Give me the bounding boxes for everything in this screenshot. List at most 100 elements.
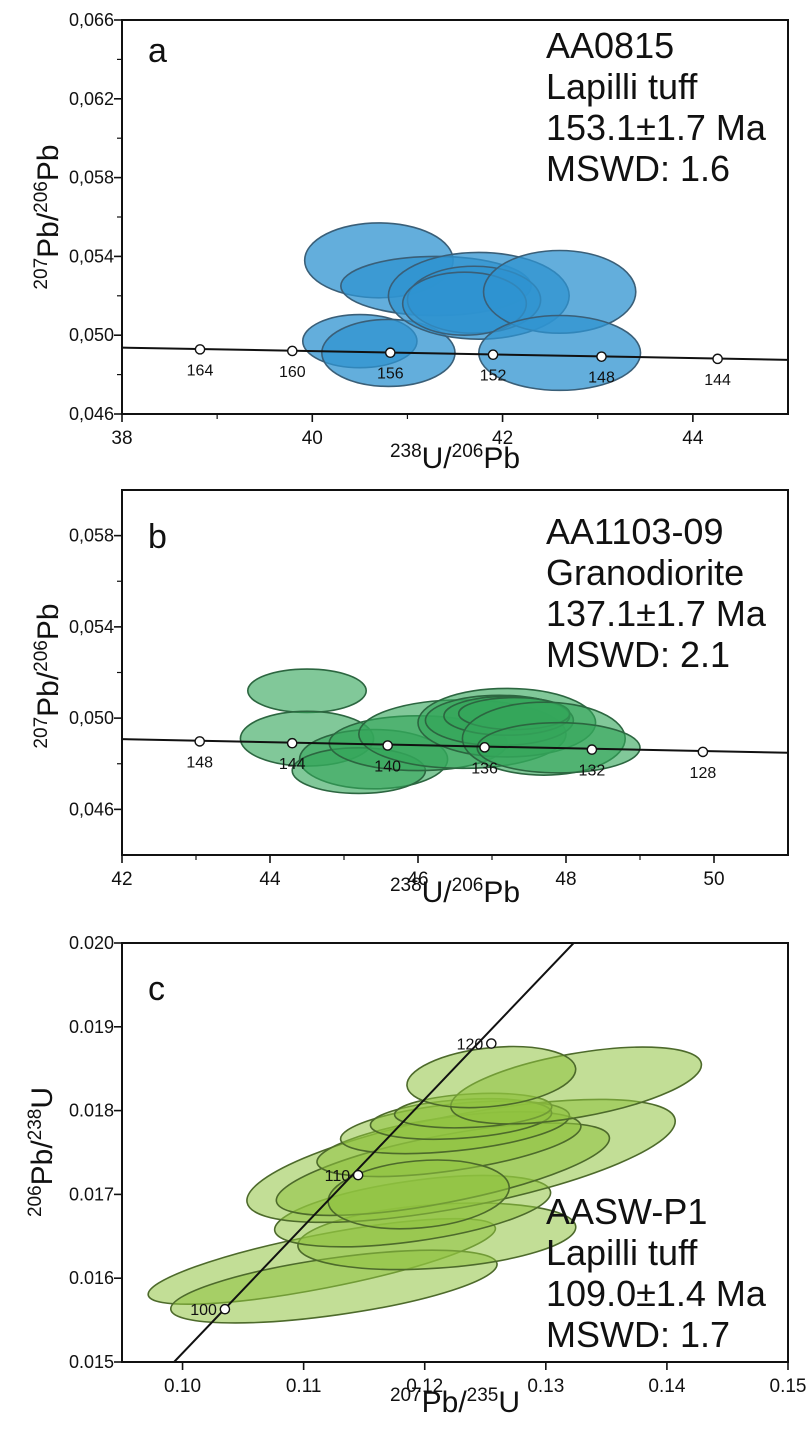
x-tick-label: 50 bbox=[703, 869, 724, 890]
concordia-age-point bbox=[596, 351, 607, 362]
y-tick-label: 0,058 bbox=[69, 168, 114, 188]
y-axis-label-superscript: 206 bbox=[31, 640, 52, 672]
x-tick-label: 38 bbox=[111, 428, 132, 449]
plot-area bbox=[122, 222, 788, 392]
concordia-age-point bbox=[219, 1303, 231, 1315]
panel-letter: a bbox=[148, 32, 167, 70]
y-tick-label: 0,050 bbox=[69, 708, 114, 728]
y-axis-label-text: Pb/ bbox=[26, 1140, 59, 1186]
y-tick-label: 0,066 bbox=[69, 10, 114, 30]
y-axis-label: 206Pb/238U bbox=[25, 1087, 59, 1217]
y-tick-label: 0.016 bbox=[69, 1268, 114, 1288]
y-axis-label-superscript: 238 bbox=[25, 1109, 46, 1141]
concordia-age-point bbox=[194, 344, 206, 355]
info-line: Granodiorite bbox=[546, 552, 744, 593]
error-ellipse bbox=[406, 1045, 577, 1109]
info-line: Lapilli tuff bbox=[546, 1232, 698, 1273]
concordia-age-label: 140 bbox=[374, 759, 401, 776]
panel-b: 148 144 140 136 132 128 0,046 0,050 0,054 0,058 42… bbox=[31, 489, 789, 909]
info-line: Lapilli tuff bbox=[546, 66, 698, 107]
y-tick-label: 0,054 bbox=[69, 246, 114, 266]
concordia-age-point bbox=[286, 737, 298, 749]
error-ellipse bbox=[477, 314, 642, 392]
x-axis-label-text: Pb bbox=[483, 442, 520, 475]
y-axis-label-superscript: 207 bbox=[31, 258, 52, 290]
concordia-curve bbox=[173, 943, 575, 1362]
concordia-age-point bbox=[697, 746, 709, 758]
x-axis-label: 238U/206Pb bbox=[390, 875, 520, 909]
x-tick-label: 42 bbox=[111, 869, 132, 890]
y-tick-label: 0,046 bbox=[69, 404, 114, 424]
x-axis-label-text: U/ bbox=[422, 442, 453, 475]
x-axis-label-text: U bbox=[498, 1386, 520, 1419]
x-axis-label-superscript: 207 bbox=[390, 1385, 422, 1406]
concordia-age-label: 164 bbox=[187, 362, 214, 379]
y-axis-label-superscript: 206 bbox=[25, 1185, 46, 1217]
y-axis-label-superscript: 207 bbox=[31, 717, 52, 749]
concordia-age-label: 144 bbox=[704, 372, 731, 389]
plot-frame bbox=[121, 942, 789, 1363]
x-tick-label: 44 bbox=[682, 428, 704, 449]
y-tick-label: 0,062 bbox=[69, 89, 114, 109]
concordia-age-label: 156 bbox=[377, 366, 404, 383]
x-axis-label-superscript: 235 bbox=[467, 1385, 499, 1406]
concordia-age-label: 136 bbox=[471, 760, 498, 777]
y-tick-label: 0.020 bbox=[69, 933, 114, 953]
x-axis-label-superscript: 238 bbox=[390, 875, 422, 896]
panel-a: 164 160 156 152 148 144 0,046 0,050 0,054 0,058 0,… bbox=[31, 10, 789, 475]
x-tick-label: 42 bbox=[492, 428, 513, 449]
plot-area bbox=[122, 668, 788, 795]
x-tick-label: 0.15 bbox=[770, 1376, 807, 1397]
concordia-age-label: 128 bbox=[690, 765, 717, 782]
concordia-age-point bbox=[194, 736, 205, 747]
x-tick-label: 0.14 bbox=[648, 1376, 685, 1397]
concordia-age-point bbox=[712, 353, 723, 365]
x-tick-label: 48 bbox=[555, 869, 576, 890]
concordia-age-point bbox=[382, 740, 393, 751]
error-ellipse bbox=[327, 1159, 510, 1230]
concordia-age-point bbox=[479, 742, 490, 753]
x-tick-label: 44 bbox=[259, 869, 281, 890]
concordia-age-point bbox=[385, 347, 396, 359]
y-tick-label: 0,054 bbox=[69, 617, 114, 637]
x-axis-label-text: Pb bbox=[483, 876, 520, 909]
info-line: 153.1±1.7 Ma bbox=[546, 107, 767, 148]
panel-letter: c bbox=[148, 970, 165, 1008]
info-line: AASW-P1 bbox=[546, 1191, 707, 1232]
concordia-age-point bbox=[352, 1169, 364, 1181]
info-line: 137.1±1.7 Ma bbox=[546, 593, 767, 634]
info-line: MSWD: 2.1 bbox=[546, 634, 730, 675]
panel-letter: b bbox=[148, 518, 167, 556]
x-tick-label: 40 bbox=[302, 428, 323, 449]
x-axis-label-text: Pb/ bbox=[422, 1386, 468, 1419]
y-axis-label-text: Pb/ bbox=[32, 671, 65, 717]
concordia-age-point bbox=[486, 1038, 497, 1049]
x-axis-label-superscript: 238 bbox=[390, 441, 422, 462]
y-tick-label: 0.019 bbox=[69, 1017, 114, 1037]
concordia-age-point bbox=[586, 744, 598, 755]
y-axis-label-text: Pb bbox=[32, 603, 65, 640]
x-axis-label-superscript: 206 bbox=[452, 875, 484, 896]
y-axis-label-text: Pb/ bbox=[32, 212, 65, 258]
y-tick-label: 0.018 bbox=[69, 1101, 114, 1121]
panel-c: 100 110 120 0.015 0.016 0.017 0.018 0.019 0.020 0… bbox=[25, 933, 806, 1419]
y-tick-label: 0,046 bbox=[69, 799, 114, 819]
concordia-age-label: 132 bbox=[579, 763, 606, 780]
x-tick-label: 0.11 bbox=[286, 1376, 322, 1397]
y-axis-label: 207Pb/206Pb bbox=[31, 603, 65, 748]
y-tick-label: 0,058 bbox=[69, 526, 114, 546]
x-tick-label: 46 bbox=[407, 869, 428, 890]
concordia-age-label: 144 bbox=[279, 756, 306, 773]
error-ellipse bbox=[247, 668, 368, 714]
concordia-curve bbox=[122, 346, 788, 361]
y-tick-label: 0.017 bbox=[69, 1184, 114, 1204]
y-axis-label-superscript: 206 bbox=[31, 181, 52, 213]
x-tick-label: 0.12 bbox=[406, 1376, 443, 1397]
y-axis-label-text: Pb bbox=[32, 144, 65, 181]
concordia-age-label: 120 bbox=[457, 1037, 484, 1054]
x-axis-label: 238U/206Pb bbox=[390, 441, 520, 475]
info-line: AA1103-09 bbox=[546, 511, 723, 552]
concordia-age-point bbox=[487, 349, 499, 361]
x-tick-label: 0.10 bbox=[164, 1376, 201, 1397]
x-axis-label-superscript: 206 bbox=[452, 441, 484, 462]
